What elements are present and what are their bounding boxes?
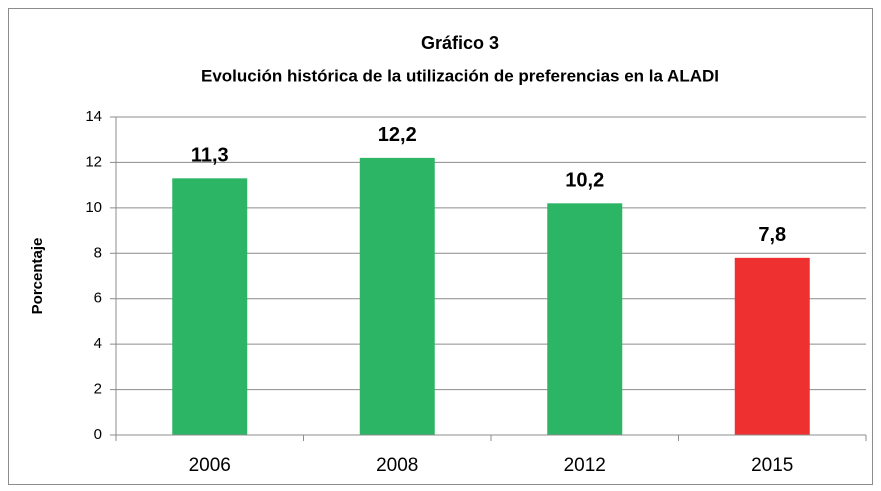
y-tick-label: 2: [94, 381, 102, 398]
y-tick-label: 6: [94, 290, 102, 307]
y-tick-label: 12: [85, 153, 102, 170]
y-tick-label: 14: [85, 108, 102, 125]
value-label: 10,2: [565, 170, 604, 192]
chart-title: Gráfico 3: [421, 33, 499, 53]
bar: [172, 178, 248, 436]
y-axis-label: Porcentaje: [29, 238, 46, 315]
value-label: 7,8: [758, 224, 786, 246]
x-tick-label: 2012: [564, 455, 606, 476]
x-tick-label: 2015: [751, 455, 793, 476]
bar: [359, 157, 435, 435]
x-tick-label: 2008: [376, 455, 418, 476]
y-tick-label: 8: [94, 244, 102, 261]
y-tick-label: 0: [94, 426, 102, 443]
value-label: 12,2: [378, 124, 417, 146]
chart-frame: [8, 8, 873, 485]
y-tick-label: 4: [94, 335, 102, 352]
x-tick-label: 2006: [189, 455, 231, 476]
value-label: 11,3: [191, 145, 229, 167]
y-tick-label: 10: [85, 199, 102, 216]
chart-subtitle: Evolución histórica de la utilización de…: [201, 66, 719, 85]
bar: [734, 257, 810, 435]
bar: [547, 203, 623, 435]
